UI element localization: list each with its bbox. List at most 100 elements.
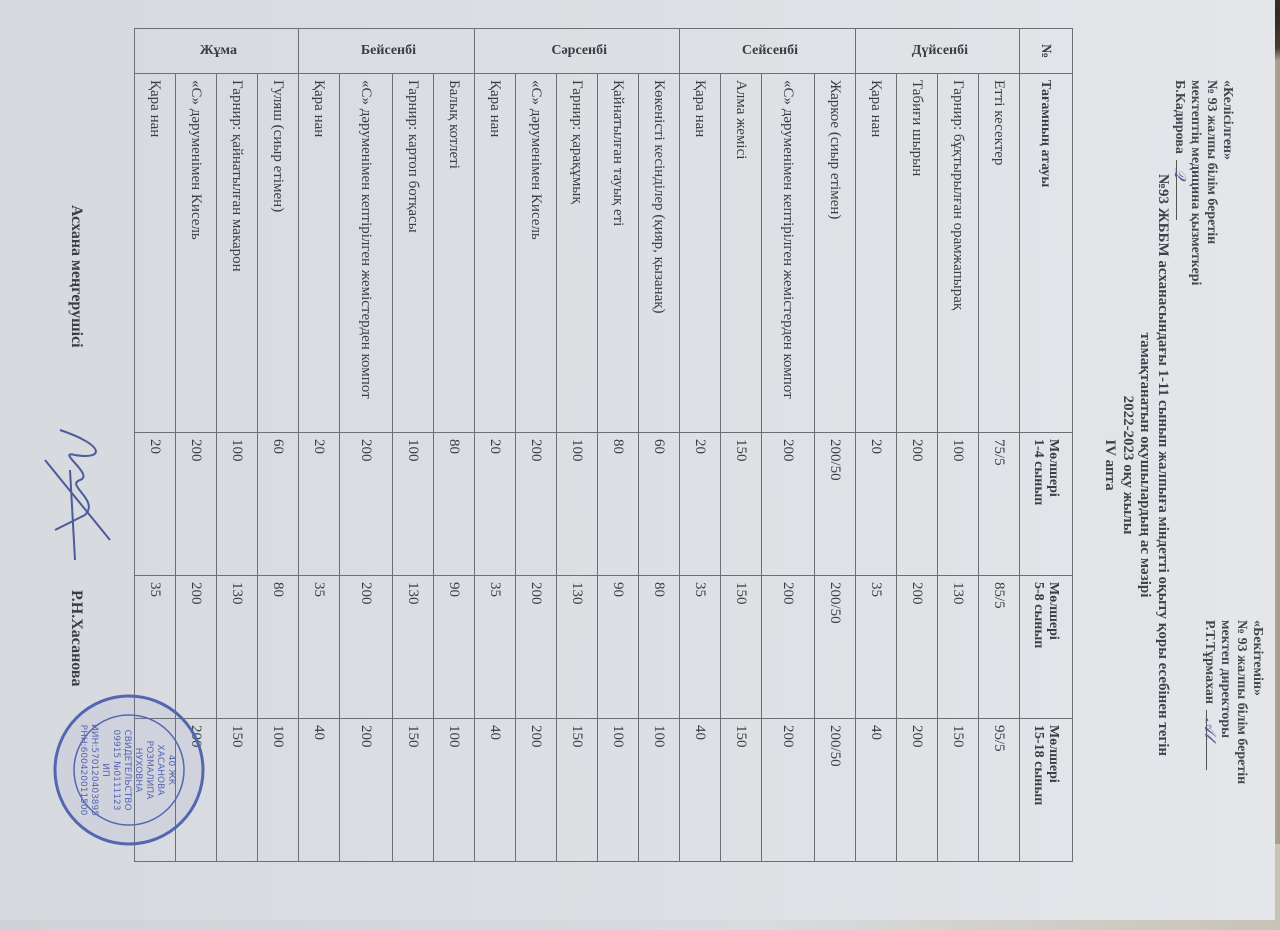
approval-line: «Келісілген» [1220,80,1235,160]
dish-name: Гуляш (сиыр етімен) [257,73,299,433]
dish-name: Алма жемісі [720,73,762,433]
approval-line: № 93 жалпы білім беретін [1234,620,1249,785]
portion-grade-5-8: 35 [679,575,721,719]
portion-grade-15-18: 150 [937,718,979,862]
portion-grade-15-18: 150 [720,718,762,862]
table-row: Гарнир: қайнатылған макарон 100 130 150 [216,29,258,862]
portion-grade-15-18: 100 [597,718,639,862]
header-label: Мөлшері [1046,725,1061,783]
portion-grade-1-4: 200 [761,432,815,576]
dish-name: Қара нан [679,73,721,433]
portion-grade-15-18: 200 [896,718,938,862]
footer-role: Асхана меңгерушісі [68,205,85,348]
stamp-text: ХАСАНОВА [155,745,165,797]
document-title: №93 ЖББМ асханасындағы 1-11 сынып жалпығ… [1101,0,1172,930]
header-grade-15-18: Мөлшері 15-18 сынып [1019,718,1073,862]
table-row: Сейсенбі Жаркое (сиыр етімен) 200/50 200/50… [679,28,856,862]
day-cell: Жұма [134,28,299,74]
portion-grade-5-8: 80 [638,575,680,719]
portion-grade-5-8: 200 [761,575,815,719]
table-row: Қара нан 20 35 40 [679,29,721,862]
stamp-text: СВИДЕТЕЛЬСТВО [122,729,132,810]
portion-grade-1-4: 200 [515,432,557,576]
dish-name: «С» дәруменімен кептірілген жемістерден … [761,73,815,433]
table-row: Гарнир: қарақұмық 100 130 150 [556,29,598,862]
dish-name: Балық котлеті [433,73,475,433]
portion-grade-15-18: 150 [392,718,434,862]
portion-grade-15-18: 40 [679,718,721,862]
title-line: IV апта [1102,439,1119,491]
portion-grade-1-4: 20 [298,432,340,576]
portion-grade-5-8: 130 [216,575,258,719]
dish-name: Гарнир: қарақұмық [556,73,598,433]
table-row: Гарнир: картоп ботқасы 100 130 150 [392,29,434,862]
header-name: Тағамның атауы [1019,73,1073,433]
header-sub: 1-4 сынып [1031,439,1046,506]
day-label: Бейсенбі [360,43,417,58]
portion-grade-1-4: 80 [433,432,475,576]
signature-mark: 𝒜𝓁 [1201,709,1218,770]
table-row: Қара нан 20 35 40 [474,29,516,862]
table-row: Сәрсенбі Көкеністі кесінділер (қияр, қыза… [474,28,680,862]
portion-grade-1-4: 150 [720,432,762,576]
portion-grade-5-8: 200 [339,575,393,719]
dish-name: «С» дәруменімен Кисель [175,73,217,433]
table-row: Бейсенбі Балық котлеті 80 90 100 [298,28,475,862]
day-label: Сәрсенбі [551,43,607,58]
title-line: тамақтанатын оқушылардың ас мәзірі [1137,332,1154,598]
portion-grade-5-8: 85/5 [978,575,1020,719]
stamp-text: НУХОВНА [133,748,143,793]
approval-line: мектептің медицина қызметкері [1188,80,1203,286]
portion-grade-5-8: 35 [298,575,340,719]
portion-grade-5-8: 130 [556,575,598,719]
day-label: Сейсенбі [741,43,798,58]
portion-grade-1-4: 75/5 [978,432,1020,576]
header-sub: 15-18 сынып [1031,725,1046,806]
portion-grade-15-18: 200 [339,718,393,862]
portion-grade-5-8: 200 [515,575,557,719]
stamp-text: РНН:600420011500 [78,725,88,816]
portion-grade-5-8: 35 [474,575,516,719]
portion-grade-1-4: 100 [392,432,434,576]
approval-signer: Р.Т.Тұрмахан [1202,620,1217,704]
title-line: №93 ЖББМ асханасындағы 1-11 сынып жалпығ… [1155,173,1171,757]
table-row: Жұма Гуляш (сиыр етімен) 60 80 100 [134,28,299,862]
table-row: «С» дәруменімен кептірілген жемістерден … [339,29,393,862]
dish-name: Жаркое (сиыр етімен) [814,73,856,433]
portion-grade-1-4: 100 [937,432,979,576]
approval-line: № 93 жалпы білім беретін [1204,80,1219,245]
portion-grade-1-4: 100 [216,432,258,576]
dish-name: Көкеністі кесінділер (қияр, қызанақ) [638,73,680,433]
dish-name: Гарнир: бұқтырылған орамжапырақ [937,73,979,433]
portion-grade-1-4: 200/50 [814,432,856,576]
stamp-text: ИИН:570120403895 [89,724,99,816]
portion-grade-5-8: 200/50 [814,575,856,719]
portion-grade-5-8: 150 [720,575,762,719]
portion-grade-15-18: 40 [855,718,897,862]
portion-grade-15-18: 100 [638,718,680,862]
header-grade-5-8: Мөлшері 5-8 сынып [1019,575,1073,719]
title-line: 2022-2023 оқу жылы [1120,395,1136,535]
portion-grade-1-4: 200 [896,432,938,576]
day-cell: Сәрсенбі [474,28,680,74]
header-label: Мөлшері [1046,439,1061,497]
header-sub: 5-8 сынып [1031,582,1046,649]
day-label: Дүйсенбі [911,43,968,58]
portion-grade-5-8: 90 [433,575,475,719]
dish-name: Қара нан [855,73,897,433]
dish-name: Қара нан [298,73,340,433]
signature-mark: 𝒬 [1171,159,1188,220]
approval-approved-block: «Бекітемін» № 93 жалпы білім беретін мек… [1201,620,1265,784]
dish-name: «С» дәруменімен кептірілген жемістерден … [339,73,393,433]
table-row: Табиғи шырын 200 200 200 [896,29,938,862]
portion-grade-15-18: 40 [298,718,340,862]
portion-grade-15-18: 200/50 [814,718,856,862]
portion-grade-5-8: 80 [257,575,299,719]
portion-grade-15-18: 200 [761,718,815,862]
table-header-row: № Тағамның атауы Мөлшері 1-4 сынып Мөлшер… [1019,28,1073,862]
table-row: Қара нан 20 35 40 [298,29,340,862]
portion-grade-1-4: 60 [257,432,299,576]
table-row: Гарнир: бұқтырылған орамжапырақ 100 130 150 [937,29,979,862]
portion-grade-1-4: 200 [175,432,217,576]
table-row: Алма жемісі 150 150 150 [720,29,762,862]
